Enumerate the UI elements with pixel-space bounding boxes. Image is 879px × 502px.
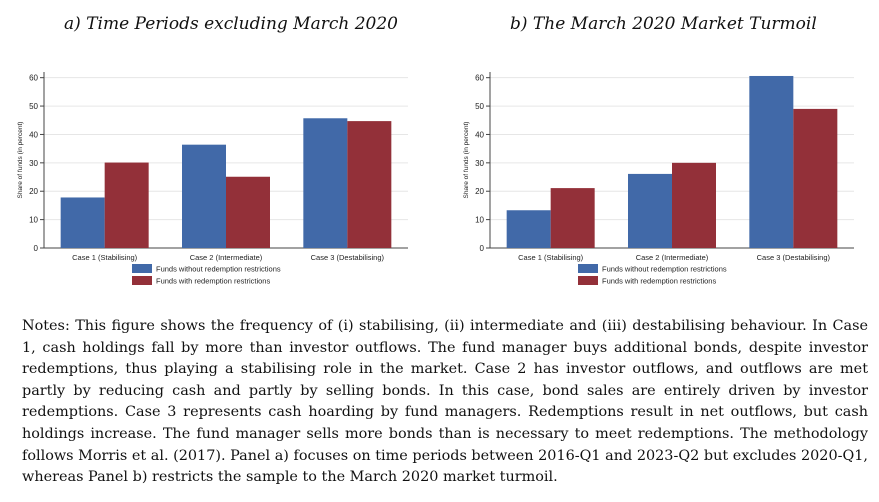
bar-without-restrictions bbox=[303, 118, 348, 248]
y-tick-label: 60 bbox=[475, 74, 484, 83]
y-tick-label: 50 bbox=[475, 102, 484, 111]
x-tick-label: Case 2 (Intermediate) bbox=[636, 253, 709, 262]
y-tick-label: 20 bbox=[29, 187, 38, 196]
chart-panel-b: 0 10 20 30 40 50 60 Share of funds (in percent)… bbox=[463, 72, 854, 286]
y-tick-label: 40 bbox=[29, 130, 38, 139]
y-tick-label: 30 bbox=[29, 159, 38, 168]
bar-with-restrictions bbox=[550, 188, 595, 248]
y-tick-label: 60 bbox=[29, 74, 38, 83]
y-tick-label: 50 bbox=[29, 102, 38, 111]
y-tick-label: 0 bbox=[34, 244, 39, 253]
bar-with-restrictions bbox=[104, 162, 149, 248]
x-tick-label: Case 1 (Stabilising) bbox=[518, 253, 584, 262]
y-axis-label: Share of funds (in percent) bbox=[463, 122, 470, 199]
legend-label: Funds without redemption restrictions bbox=[602, 265, 727, 274]
panel-a-title: a) Time Periods excluding March 2020 bbox=[64, 14, 398, 34]
bar-with-restrictions bbox=[226, 176, 270, 248]
y-tick-label: 0 bbox=[480, 244, 485, 253]
y-tick-label: 10 bbox=[29, 216, 38, 225]
y-tick-label: 20 bbox=[475, 187, 484, 196]
x-tick-label: Case 2 (Intermediate) bbox=[190, 253, 263, 262]
legend-label: Funds with redemption restrictions bbox=[156, 277, 270, 286]
x-tick-label: Case 3 (Destabilising) bbox=[757, 253, 831, 262]
panel-b-title: b) The March 2020 Market Turmoil bbox=[510, 14, 817, 34]
bar-without-restrictions bbox=[628, 173, 672, 248]
bar-without-restrictions bbox=[182, 144, 226, 248]
legend-label: Funds with redemption restrictions bbox=[602, 277, 716, 286]
x-tick-label: Case 1 (Stabilising) bbox=[72, 253, 138, 262]
figure-notes: Notes: This figure shows the frequency o… bbox=[22, 318, 868, 486]
y-tick-label: 40 bbox=[475, 130, 484, 139]
chart-panel-a: 0 10 20 30 40 50 60 Share of funds (in percent)… bbox=[17, 72, 408, 286]
bar-without-restrictions bbox=[749, 75, 794, 248]
bar-without-restrictions bbox=[506, 210, 551, 248]
y-tick-label: 30 bbox=[475, 159, 484, 168]
bar-with-restrictions bbox=[672, 162, 716, 248]
x-tick-label: Case 3 (Destabilising) bbox=[311, 253, 385, 262]
legend-swatch bbox=[578, 276, 598, 285]
legend-swatch bbox=[132, 264, 152, 273]
bar-without-restrictions bbox=[60, 197, 105, 248]
bar-with-restrictions bbox=[793, 108, 838, 248]
y-tick-label: 10 bbox=[475, 216, 484, 225]
legend-swatch bbox=[578, 264, 598, 273]
legend-swatch bbox=[132, 276, 152, 285]
y-axis-label: Share of funds (in percent) bbox=[17, 122, 24, 199]
bar-with-restrictions bbox=[347, 121, 392, 248]
legend-label: Funds without redemption restrictions bbox=[156, 265, 281, 274]
